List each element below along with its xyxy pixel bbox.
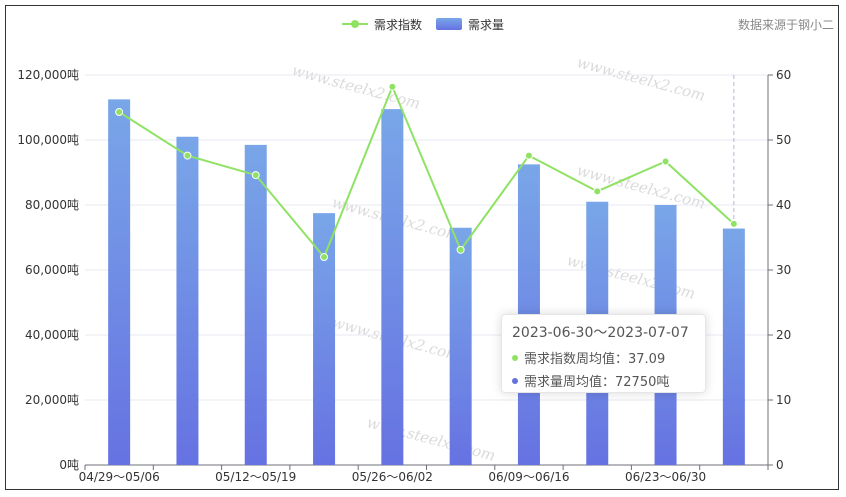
bar-series-icon: [436, 18, 462, 30]
bar: [381, 109, 404, 465]
bar-series: [108, 99, 745, 465]
line-point: [456, 245, 465, 254]
y-left-tick-label: 40,000吨: [25, 328, 79, 342]
line-point: [183, 151, 192, 160]
x-tick-label: 05/26～06/02: [352, 470, 433, 484]
tooltip-index-value: 需求指数周均值：37.09: [524, 352, 666, 367]
line-series: [115, 82, 738, 261]
bar: [244, 144, 267, 465]
tooltip-row-index: 需求指数周均值：37.09: [512, 348, 695, 367]
y-right-tick-label: 50: [776, 133, 791, 147]
line-point: [115, 108, 124, 117]
legend-item-demand-index[interactable]: 需求指数: [341, 16, 422, 33]
legend: 需求指数 需求量: [0, 14, 846, 34]
legend-label-demand-volume: 需求量: [468, 17, 505, 32]
tooltip-row-volume: 需求量周均值：72750吨: [512, 371, 695, 390]
y-right-tick-label: 30: [776, 263, 791, 277]
y-left-tick-label: 120,000吨: [17, 68, 79, 82]
bar: [449, 227, 472, 465]
y-left-tick-label: 80,000吨: [25, 198, 79, 212]
line-point: [661, 157, 670, 166]
bar: [722, 228, 745, 465]
line-marker-icon: [512, 354, 518, 361]
y-right-tick-label: 60: [776, 68, 791, 82]
bar: [176, 136, 199, 465]
x-tick-label: 05/12～05/19: [215, 470, 296, 484]
line-point: [320, 253, 329, 261]
tooltip-volume-value: 需求量周均值：72750吨: [524, 375, 670, 390]
x-tick-label: 06/09～06/16: [488, 470, 569, 484]
y-right-tick-label: 20: [776, 328, 791, 342]
axes: 0吨 20,000吨 40,000吨 60,000吨 80,000吨 100,000吨 12…: [17, 68, 791, 484]
line-point: [593, 187, 602, 196]
x-tick-label: 04/29～05/06: [79, 470, 160, 484]
line-point: [388, 82, 397, 91]
y-right-tick-label: 0: [776, 458, 784, 472]
y-right-tick-label: 10: [776, 393, 791, 407]
line-point: [729, 219, 738, 228]
bar-marker-icon: [512, 377, 518, 384]
tooltip-title: 2023-06-30～2023-07-07: [512, 325, 689, 341]
legend-label-demand-index: 需求指数: [373, 17, 422, 32]
y-left-tick-label: 0吨: [59, 458, 79, 472]
line-path: [118, 84, 735, 259]
chart-frame: [5, 5, 839, 490]
bar: [108, 99, 131, 465]
legend-item-demand-volume[interactable]: 需求量: [436, 16, 504, 33]
y-right-tick-label: 40: [776, 198, 791, 212]
data-source-note: 数据来源于钢小二: [737, 18, 834, 32]
bar: [313, 213, 336, 465]
line-point: [251, 171, 260, 180]
x-tick-label: 06/23～06/30: [625, 470, 706, 484]
line-point: [524, 151, 533, 160]
line-series-icon: [341, 18, 368, 30]
y-left-tick-label: 20,000吨: [25, 393, 79, 407]
tooltip: 2023-06-30～2023-07-07 需求指数周均值：37.09 需求量周…: [501, 314, 706, 393]
y-left-tick-label: 100,000吨: [17, 133, 79, 147]
y-left-tick-label: 60,000吨: [25, 263, 79, 277]
